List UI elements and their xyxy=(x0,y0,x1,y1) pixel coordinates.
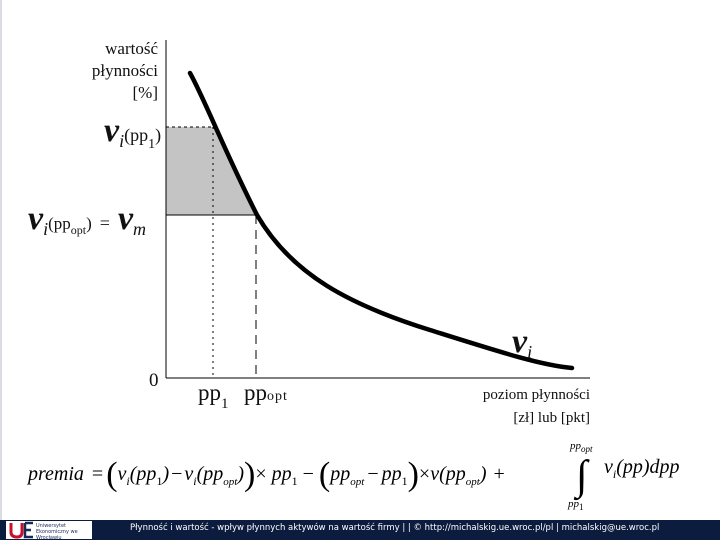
formula-pp1-sub: 1 xyxy=(291,474,298,488)
vi-pp1-arg-sub: 1 xyxy=(148,137,156,152)
formula-integrand: vi(pp)dpp xyxy=(604,456,680,482)
vi-ppopt-arg: (pp xyxy=(48,214,71,233)
vi-ppopt-label: vi(ppopt) = vm xyxy=(28,200,146,240)
premium-shaded-area xyxy=(166,127,257,215)
ue-logo-icon xyxy=(9,521,33,539)
formula-t2-v: v xyxy=(184,463,194,485)
left-border-line xyxy=(0,0,2,520)
ppopt-label: ppopt xyxy=(244,380,288,406)
formula-t1-minus: − xyxy=(171,463,183,485)
formula-t2-arg-close: ) xyxy=(237,463,245,485)
formula-int-upper: ppopt xyxy=(570,440,593,454)
origin-label: 0 xyxy=(149,370,159,391)
y-axis-label-line1: wartość xyxy=(105,39,158,58)
vm-subscript: m xyxy=(133,219,147,239)
formula-integrand-sub: i xyxy=(612,467,617,481)
vi-ppopt-arg-sub: opt xyxy=(70,223,87,237)
formula-lhs: premia xyxy=(28,463,84,485)
x-axis-label: poziom płynności [zł] lub [pkt] xyxy=(440,384,590,430)
vi-pp1-close: ) xyxy=(155,125,162,145)
vi-ppopt-subscript: i xyxy=(43,219,49,239)
vi-pp1-subscript: i xyxy=(119,131,125,151)
x-axis-label-line2: [zł] lub [pkt] xyxy=(513,410,590,426)
formula-t2-arg-sub: opt xyxy=(223,476,238,488)
vi-ppopt-symbol: v xyxy=(28,200,44,237)
formula-v-of: v xyxy=(430,463,440,485)
formula-t1-v-sub: i xyxy=(126,474,130,488)
formula-int-lower: pp1 xyxy=(568,498,584,512)
vm-symbol: v xyxy=(117,200,134,237)
formula-int-lower-sub: 1 xyxy=(579,502,584,513)
formula-t3-pp1-sub: 1 xyxy=(401,474,408,488)
vi-pp1-arg: (pp xyxy=(124,125,149,145)
equals-sign: = xyxy=(99,213,110,233)
formula-t3-pp1: pp xyxy=(381,463,402,485)
formula-t3-minus: − xyxy=(367,463,379,485)
y-axis-label-line2: płynności xyxy=(91,61,158,80)
formula-t2-v-sub: i xyxy=(193,474,197,488)
footer-bar: Płynność i wartość - wpływ płynnych akty… xyxy=(0,520,720,540)
premium-formula: premia =(vi(pp1) − vi(ppopt))× pp1 − (ppop… xyxy=(20,440,710,520)
formula-t1-arg-sub: 1 xyxy=(156,474,163,488)
formula-minus2: − xyxy=(302,463,314,485)
pp1-sub: 1 xyxy=(221,396,229,412)
formula-t3-pp-sub: opt xyxy=(350,476,365,488)
vi-pp1-label: vi(pp1) xyxy=(104,112,161,153)
y-axis-label: wartość płynności [%] xyxy=(60,38,158,104)
formula-t1-v: v xyxy=(117,463,127,485)
ppopt-text: pp xyxy=(244,380,267,405)
formula-eq: = xyxy=(91,463,104,485)
formula-main-line: premia =(vi(pp1) − vi(ppopt))× pp1 − (ppop… xyxy=(28,456,505,494)
vi-ppopt-close: ) xyxy=(86,214,92,233)
formula-t2-arg: (pp xyxy=(196,463,224,485)
liquidity-value-diagram xyxy=(165,40,590,379)
formula-plus: + xyxy=(493,463,505,485)
y-axis-label-unit: [%] xyxy=(132,83,158,102)
formula-integrand-rest: (pp)dpp xyxy=(616,456,680,478)
formula-v-arg-close: ) xyxy=(479,463,487,485)
formula-integrand-v: v xyxy=(604,456,613,478)
ppopt-sub: opt xyxy=(267,389,288,404)
formula-t1-open: ( xyxy=(106,456,118,493)
footer-text: Płynność i wartość - wpływ płynnych akty… xyxy=(130,523,660,533)
formula-pp1: pp xyxy=(271,463,292,485)
formula-integral: ppopt ∫ pp1 xyxy=(568,440,608,520)
pp1-text: pp xyxy=(198,380,221,405)
pp1-label: pp1 xyxy=(198,380,229,413)
logo-text: Uniwersytet Ekonomiczny we Wrocławiu xyxy=(36,523,78,541)
curve-label-subscript: i xyxy=(527,342,533,362)
formula-t3-open: ( xyxy=(318,456,331,493)
formula-v-arg: (pp xyxy=(439,463,466,485)
vi-pp1-symbol: v xyxy=(104,112,120,149)
curve-label-symbol: v xyxy=(512,323,528,360)
formula-t1-arg-close: ) xyxy=(162,463,170,485)
formula-int-upper-sub: opt xyxy=(581,444,593,455)
formula-t2-close: ) xyxy=(244,456,256,493)
value-curve-vi xyxy=(187,70,575,371)
formula-t3-pp: pp xyxy=(330,463,351,485)
formula-times2: × xyxy=(418,463,431,485)
formula-int-upper-text: pp xyxy=(570,440,581,452)
formula-times1: × xyxy=(255,463,267,485)
university-logo: Uniwersytet Ekonomiczny we Wrocławiu xyxy=(6,521,92,541)
curve-label: vi xyxy=(512,323,532,363)
formula-t1-arg: (pp xyxy=(129,463,157,485)
formula-int-lower-text: pp xyxy=(568,498,579,510)
x-axis-label-line1: poziom płynności xyxy=(482,387,590,403)
formula-v-arg-sub: opt xyxy=(465,476,480,488)
integral-sign: ∫ xyxy=(576,453,588,499)
formula-t3-close: ) xyxy=(407,456,419,493)
